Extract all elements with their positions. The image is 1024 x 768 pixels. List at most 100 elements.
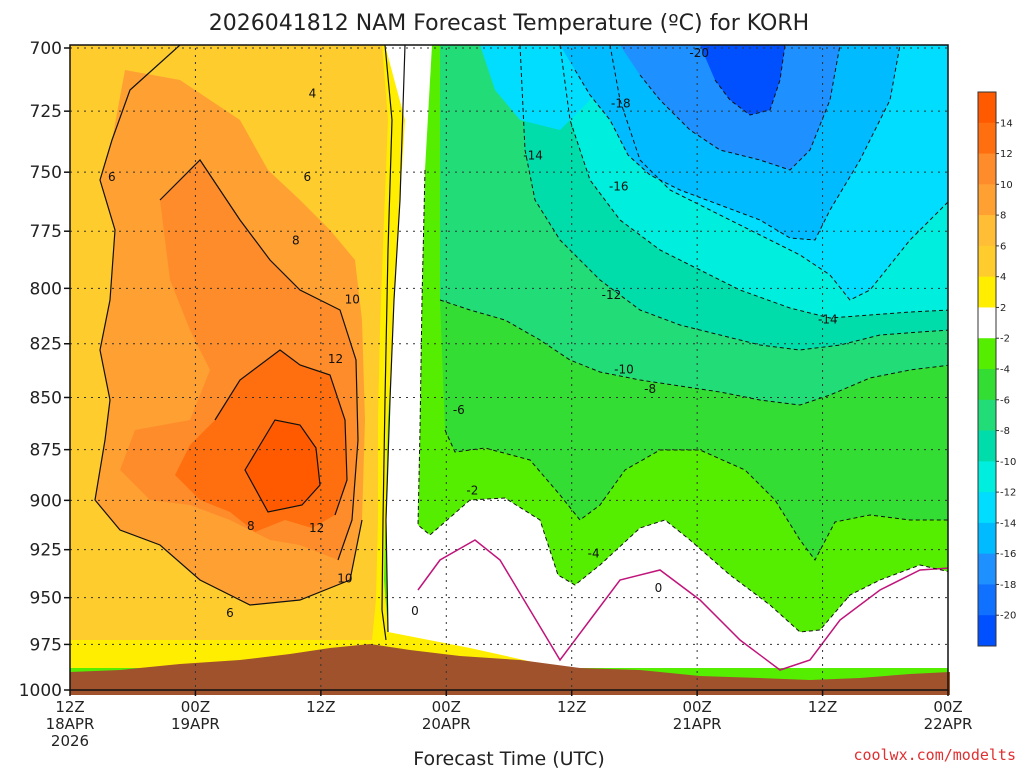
contour-label: -4 xyxy=(588,547,600,561)
warm-region-14 xyxy=(245,420,320,512)
y-axis-ticks: 700 725 750 775 800 825 850 875 900 925 950 975 1000 xyxy=(19,39,70,701)
near-freezing-region xyxy=(385,45,948,668)
x-tick-label: 21APR xyxy=(673,715,722,733)
colorbar-bin xyxy=(978,122,996,155)
colorbar: 14 12 10 8 6 4 2 -2 -4 -6 -8 -10 -12 -14 -16 -18 -20 xyxy=(977,91,1016,647)
x-tick-label: 00Z xyxy=(933,698,962,716)
contour-label: 10 xyxy=(345,293,360,307)
x-tick-label: 20APR xyxy=(422,715,471,733)
colorbar-bin xyxy=(978,92,996,124)
y-tick-label: 800 xyxy=(30,279,62,299)
colorbar-tick-label: 12 xyxy=(1000,149,1013,160)
colorbar-bin xyxy=(978,307,996,339)
contour-label: -10 xyxy=(614,363,634,377)
y-tick-label: 750 xyxy=(30,163,62,183)
colorbar-bin xyxy=(978,553,996,585)
contour-label: -8 xyxy=(644,382,656,396)
x-tick-label: 12Z xyxy=(55,698,84,716)
y-tick-label: 950 xyxy=(30,589,62,609)
x-tick-label: 2026 xyxy=(51,732,89,750)
colorbar-tick-label: 4 xyxy=(1000,272,1006,283)
colorbar-tick-label: -18 xyxy=(1000,580,1016,591)
contour-label: 12 xyxy=(309,521,324,535)
contour-label: 12 xyxy=(328,352,343,366)
y-tick-label: 975 xyxy=(30,635,62,655)
contour-label: 6 xyxy=(303,170,311,184)
contour-minus8 xyxy=(519,45,948,351)
x-tick-label: 00Z xyxy=(181,698,210,716)
contour-label: 8 xyxy=(247,519,255,533)
colorbar-tick-label: 6 xyxy=(1000,241,1006,252)
colorbar-bin xyxy=(978,399,996,432)
colorbar-bin xyxy=(978,461,996,493)
colorbar-bin xyxy=(978,276,996,308)
contour-minus16 xyxy=(574,45,901,241)
contour-4 xyxy=(381,45,393,641)
contour-lines xyxy=(94,45,948,671)
y-tick-label: 1000 xyxy=(19,681,62,701)
contour-label: -6 xyxy=(453,403,465,417)
colorbar-tick-label: -16 xyxy=(1000,549,1016,560)
colorbar-bin xyxy=(978,245,996,278)
y-tick-label: 925 xyxy=(30,541,62,561)
contour-label: -2 xyxy=(466,483,478,497)
y-tick-label: 700 xyxy=(30,39,62,59)
contour-minus12 xyxy=(609,45,948,301)
colorbar-bin xyxy=(978,522,996,555)
x-tick-label: 18APR xyxy=(46,715,95,733)
x-tick-label: 12Z xyxy=(557,698,586,716)
x-tick-label: 00Z xyxy=(682,698,711,716)
colorbar-bin xyxy=(978,492,996,524)
colorbar-bin xyxy=(978,369,996,401)
contour-label: 0 xyxy=(411,604,419,618)
x-tick-label: 12Z xyxy=(808,698,837,716)
contour-12 xyxy=(244,419,321,513)
contour-minus18 xyxy=(639,45,841,171)
contour-label: 8 xyxy=(292,233,300,247)
colorbar-bin xyxy=(978,153,996,185)
cold-region-12 xyxy=(520,45,948,318)
contour-6 xyxy=(94,45,363,606)
x-axis-title: Forecast Time (UTC) xyxy=(413,748,604,768)
x-tick-label: 12Z xyxy=(306,698,335,716)
cold-region-18 xyxy=(620,45,840,170)
contour-label: -12 xyxy=(602,288,622,302)
colorbar-bin xyxy=(978,430,996,462)
colorbar-bin xyxy=(978,615,996,647)
colorbar-tick-label: -8 xyxy=(1000,426,1010,437)
credit-text: coolwx.com/modelts xyxy=(853,746,1016,764)
terrain-surface xyxy=(70,644,950,695)
cold-region-6 xyxy=(440,300,948,560)
contour-8 xyxy=(159,159,359,561)
chart-title: 2026041812 NAM Forecast Temperature (ºC)… xyxy=(209,11,809,36)
y-tick-label: 725 xyxy=(30,102,62,122)
contour-label: -14 xyxy=(523,148,543,162)
colorbar-tick-label: -6 xyxy=(1000,395,1010,406)
colorbar-tick-label: -20 xyxy=(1000,611,1016,622)
contour-label: -14 xyxy=(818,313,838,327)
y-tick-label: 825 xyxy=(30,335,62,355)
x-tick-label: 00Z xyxy=(432,698,461,716)
y-tick-label: 775 xyxy=(30,222,62,242)
colorbar-tick-label: 14 xyxy=(1000,118,1013,129)
contour-minus10 xyxy=(559,45,948,319)
cold-region-20 xyxy=(700,45,785,115)
contour-label: 6 xyxy=(226,606,234,620)
cold-region-10 xyxy=(470,45,948,350)
colorbar-bin xyxy=(978,184,996,216)
y-tick-label: 850 xyxy=(30,388,62,408)
cold-region-8 xyxy=(440,45,948,405)
contour-label: 0 xyxy=(655,581,663,595)
contour-label: 10 xyxy=(337,572,352,586)
colorbar-tick-label: 8 xyxy=(1000,211,1006,222)
contour-label: -20 xyxy=(689,46,709,60)
contour-0 xyxy=(417,539,948,671)
colorbar-bin xyxy=(978,338,996,370)
contour-label: -18 xyxy=(611,97,631,111)
colorbar-tick-label: -4 xyxy=(1000,365,1010,376)
x-tick-label: 19APR xyxy=(171,715,220,733)
colorbar-bin xyxy=(978,584,996,616)
